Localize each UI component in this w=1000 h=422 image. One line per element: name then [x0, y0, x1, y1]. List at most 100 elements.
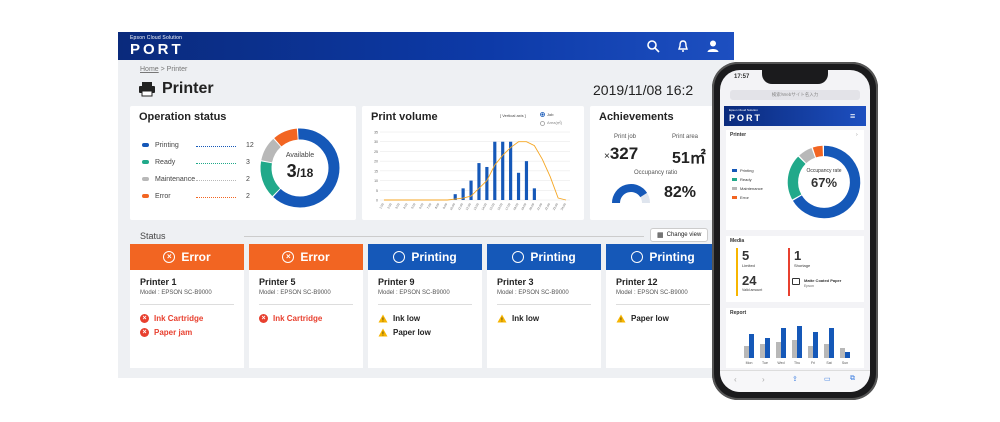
- x-tick-label: 14:00: [481, 202, 488, 211]
- issue-item: ! Ink low: [497, 314, 539, 323]
- y-tick-label: 0: [376, 199, 378, 203]
- hamburger-menu-icon[interactable]: ≡: [850, 111, 856, 121]
- refresh-icon: [393, 251, 406, 263]
- legend-leader: [196, 197, 236, 198]
- printer-name: Printer 5: [259, 277, 296, 287]
- x-tick-label: 1:00: [378, 202, 385, 209]
- option-job[interactable]: Job: [540, 112, 553, 117]
- desktop-dashboard: Epson Cloud Solution PORT Home > Printer…: [118, 32, 734, 378]
- donut-slice-printing: [273, 128, 340, 208]
- x-tick-label: 22:00: [544, 202, 551, 211]
- available-total: /18: [296, 166, 314, 180]
- x-tick-label: 24:00: [560, 202, 567, 211]
- mobile-brand[interactable]: PORT: [729, 113, 763, 123]
- back-arrow-icon[interactable]: ‹: [734, 375, 737, 384]
- forward-arrow-icon[interactable]: ›: [762, 375, 765, 384]
- x-tick-label: 17:00: [504, 202, 511, 211]
- legend-item: Error: [142, 193, 171, 200]
- mobile-printer-chevron-icon[interactable]: ›: [856, 132, 858, 138]
- mobile-donut-slice: [812, 145, 824, 158]
- y-tick-label: 25: [374, 150, 378, 154]
- issue-item: ! Paper low: [378, 328, 431, 337]
- svg-text:!: !: [501, 318, 503, 324]
- issue-item: × Ink Cartridge: [140, 314, 203, 323]
- mobile-screen: 17:57 検索/Webサイト名入力 Epson Cloud Solution …: [720, 70, 870, 392]
- status-cards-row: × Error Printer 1 Model : EPSON SC-B9000 …: [130, 244, 734, 368]
- bookmarks-icon[interactable]: ▭: [824, 376, 831, 383]
- svg-text:!: !: [620, 318, 622, 324]
- printer-status-card[interactable]: × Error Printer 5 Model : EPSON SC-B9000 …: [249, 244, 363, 368]
- x-tick-label: 21:00: [536, 202, 543, 211]
- warning-icon: !: [378, 328, 388, 337]
- mobile-legend-swatch: [732, 178, 737, 182]
- card-divider: [259, 304, 353, 305]
- legend-swatch: [142, 177, 149, 182]
- x-tick-label: 23:00: [552, 202, 559, 211]
- page-date: 2019/11/08 16:2: [593, 82, 694, 98]
- x-tick-label: 19:00: [520, 202, 527, 211]
- mobile-report-chart: Mon Tue Wed Thu Fri Sat Sun: [744, 326, 850, 365]
- mobile-donut-slice: [799, 147, 816, 164]
- report-day-label: Mon: [746, 361, 753, 365]
- report-bar-gray: [744, 346, 749, 358]
- option-area[interactable]: Area(㎡): [540, 120, 562, 126]
- option-job-label: Job: [547, 112, 554, 117]
- refresh-icon: [631, 251, 644, 263]
- line-area: [383, 141, 567, 201]
- x-tick-label: 8:00: [434, 202, 441, 209]
- radio-empty-icon: [540, 120, 545, 126]
- brand-logo[interactable]: PORT: [130, 41, 184, 58]
- print-volume-card: Print volume [ Vertical axis ] Job Area(…: [362, 106, 584, 220]
- card-divider: [378, 304, 472, 305]
- mobile-brand-subtitle: Epson Cloud Solution: [729, 108, 758, 112]
- print-job-value: 327: [609, 144, 639, 163]
- report-day-label: Tue: [762, 361, 768, 365]
- mobile-search-bar[interactable]: 検索/Webサイト名入力: [730, 90, 860, 100]
- search-icon[interactable]: [646, 39, 660, 53]
- gauge-fill: [612, 184, 648, 204]
- mobile-phone-frame: 17:57 検索/Webサイト名入力 Epson Cloud Solution …: [712, 62, 878, 400]
- report-bar-gray: [776, 342, 781, 358]
- y-tick-label: 20: [374, 160, 378, 164]
- error-x-icon: ×: [140, 328, 149, 337]
- donut-slice-error: [274, 128, 299, 147]
- media-paper-brand: Epson: [804, 284, 814, 288]
- printer-status-card[interactable]: Printing Printer 3 Model : EPSON SC-B900…: [487, 244, 601, 368]
- bar-job: [501, 141, 505, 200]
- printer-status-card[interactable]: Printing Printer 9 Model : EPSON SC-B900…: [368, 244, 482, 368]
- issue-item: ! Paper low: [616, 314, 669, 323]
- bar-job: [485, 166, 489, 200]
- donut-available-value: 3/18: [256, 161, 344, 182]
- tabs-icon[interactable]: ⧉: [850, 375, 855, 382]
- mobile-report-title: Report: [730, 310, 747, 316]
- y-tick-label: 35: [374, 131, 378, 135]
- bell-icon[interactable]: [676, 39, 690, 53]
- printer-status-card[interactable]: Printing Printer 12 Model : EPSON SC-B90…: [606, 244, 720, 368]
- printer-status-card[interactable]: × Error Printer 1 Model : EPSON SC-B9000 …: [130, 244, 244, 368]
- bar-job: [516, 172, 521, 200]
- warning-icon: !: [497, 314, 507, 323]
- legend-label: Maintenance: [155, 176, 196, 183]
- occupancy-ratio-label: Occupancy ratio: [634, 170, 678, 176]
- status-heading: Status: [140, 231, 166, 241]
- breadcrumb-current: Printer: [166, 66, 188, 73]
- bar-job: [469, 180, 473, 200]
- report-bar-blue: [765, 338, 770, 358]
- radio-selected-icon: [540, 112, 545, 117]
- status-state-label: Printing: [411, 250, 457, 264]
- share-icon[interactable]: ⇪: [792, 376, 798, 383]
- issue-item: × Paper jam: [140, 328, 192, 337]
- y-tick-label: 10: [374, 179, 378, 183]
- user-icon[interactable]: [706, 39, 720, 53]
- legend-label: Error: [155, 193, 171, 200]
- mobile-search-placeholder: 検索/Webサイト名入力: [771, 92, 819, 97]
- print-volume-title: Print volume: [371, 111, 438, 123]
- breadcrumb-home-link[interactable]: Home: [140, 66, 159, 73]
- printer-model: Model : EPSON SC-B9000: [140, 290, 212, 296]
- x-tick-label: 2:00: [386, 202, 393, 209]
- change-view-button[interactable]: ▦ Change view: [650, 228, 709, 242]
- top-bar: Epson Cloud Solution PORT: [118, 32, 734, 60]
- legend-swatch: [142, 143, 149, 148]
- legend-label: Ready: [155, 159, 176, 166]
- media-limited-count: 5: [742, 248, 750, 263]
